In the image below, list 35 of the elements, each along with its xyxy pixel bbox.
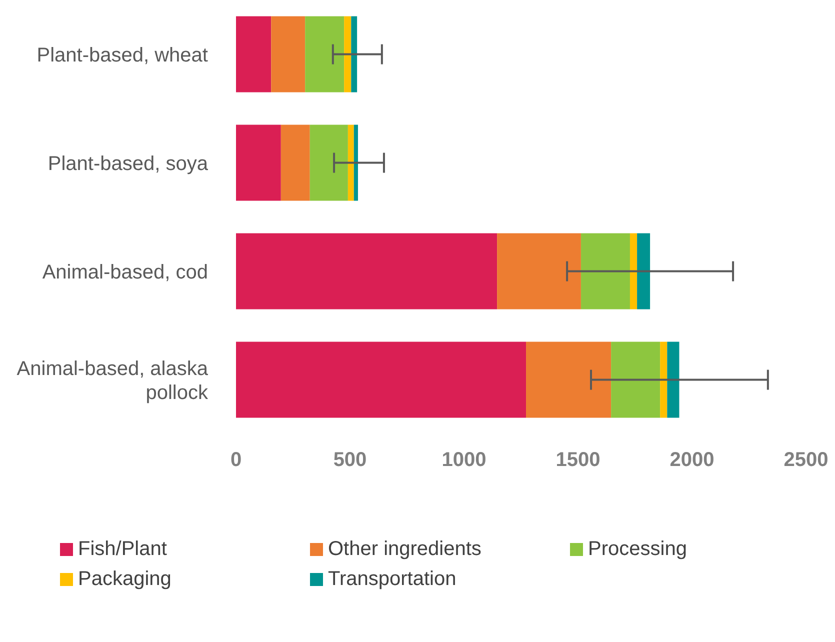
x-tick-label: 0 <box>230 449 242 472</box>
y-tick-label: Plant-based, wheat <box>36 44 208 66</box>
bar <box>236 233 498 310</box>
bar <box>667 342 680 418</box>
bar <box>526 342 612 418</box>
bar <box>351 16 358 92</box>
bar <box>580 233 630 310</box>
x-tick-label: 2000 <box>670 449 714 472</box>
x-tick-label: 500 <box>333 449 367 472</box>
bar <box>630 233 638 310</box>
bar <box>611 342 660 418</box>
bar <box>305 16 344 92</box>
bar <box>348 124 354 201</box>
bar <box>497 233 581 310</box>
x-tick-label: 1000 <box>442 449 486 472</box>
legend-label: Other ingredients <box>328 537 482 562</box>
bar <box>280 124 310 201</box>
bar <box>310 124 348 201</box>
legend-label: Transportation <box>328 567 456 592</box>
legend-label: Packaging <box>78 567 172 592</box>
x-tick-label: 2500 <box>784 449 828 472</box>
bar <box>660 342 668 418</box>
legend-label: Processing <box>588 537 687 562</box>
y-tick-label: Animal-based, alaska pollock <box>16 358 209 404</box>
x-tick-label: 1500 <box>556 449 600 472</box>
legend-label: Fish/Plant <box>78 537 167 562</box>
bar <box>236 124 281 201</box>
y-tick-label: Animal-based, cod <box>42 261 208 284</box>
bar <box>354 124 358 201</box>
bar <box>236 16 272 92</box>
bar <box>344 16 352 92</box>
bar <box>637 233 650 310</box>
y-tick-label: Plant-based, soya <box>48 152 209 175</box>
bar <box>271 16 306 92</box>
bar <box>236 342 526 418</box>
